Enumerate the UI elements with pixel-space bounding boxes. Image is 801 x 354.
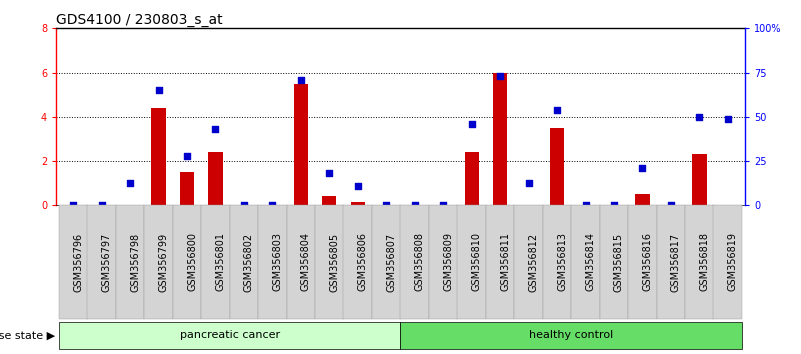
Text: GSM356810: GSM356810 bbox=[472, 233, 481, 291]
Text: GSM356798: GSM356798 bbox=[130, 232, 140, 292]
Text: disease state ▶: disease state ▶ bbox=[0, 330, 55, 341]
Text: GSM356804: GSM356804 bbox=[301, 233, 311, 291]
Text: GSM356799: GSM356799 bbox=[159, 232, 168, 292]
Text: GSM356813: GSM356813 bbox=[557, 233, 567, 291]
Bar bbox=[635, 194, 650, 205]
Point bbox=[693, 114, 706, 120]
Point bbox=[722, 116, 735, 121]
Point bbox=[180, 153, 193, 159]
Text: GSM356800: GSM356800 bbox=[187, 233, 197, 291]
Text: GSM356817: GSM356817 bbox=[671, 232, 681, 292]
Text: GSM356802: GSM356802 bbox=[244, 232, 254, 292]
Point bbox=[66, 202, 79, 208]
Bar bbox=[322, 196, 336, 205]
Point bbox=[550, 107, 563, 113]
Text: GSM356803: GSM356803 bbox=[272, 233, 283, 291]
Bar bbox=[151, 108, 166, 205]
Text: GSM356818: GSM356818 bbox=[699, 233, 710, 291]
Text: pancreatic cancer: pancreatic cancer bbox=[179, 330, 280, 341]
Text: GSM356812: GSM356812 bbox=[529, 232, 538, 292]
Point bbox=[266, 202, 279, 208]
Point bbox=[123, 180, 136, 186]
Text: GSM356814: GSM356814 bbox=[586, 233, 595, 291]
Point bbox=[209, 126, 222, 132]
Bar bbox=[550, 128, 564, 205]
Bar bbox=[493, 73, 507, 205]
Point bbox=[608, 202, 621, 208]
Point bbox=[152, 87, 165, 93]
Text: GSM356815: GSM356815 bbox=[614, 232, 624, 292]
Point bbox=[493, 73, 506, 79]
Bar bbox=[351, 202, 365, 205]
Bar bbox=[294, 84, 308, 205]
Bar bbox=[692, 154, 706, 205]
Text: GSM356796: GSM356796 bbox=[73, 232, 83, 292]
Point bbox=[437, 202, 449, 208]
Text: healthy control: healthy control bbox=[529, 330, 614, 341]
Text: GSM356806: GSM356806 bbox=[358, 233, 368, 291]
Bar bbox=[465, 152, 479, 205]
Point bbox=[95, 202, 108, 208]
Text: GSM356801: GSM356801 bbox=[215, 233, 225, 291]
Point bbox=[636, 165, 649, 171]
Text: GDS4100 / 230803_s_at: GDS4100 / 230803_s_at bbox=[56, 13, 223, 27]
Point bbox=[352, 183, 364, 189]
Text: GSM356807: GSM356807 bbox=[386, 232, 396, 292]
Point bbox=[295, 77, 308, 82]
Text: GSM356819: GSM356819 bbox=[728, 233, 738, 291]
Text: GSM356816: GSM356816 bbox=[642, 233, 653, 291]
Text: GSM356808: GSM356808 bbox=[415, 233, 425, 291]
Point bbox=[579, 202, 592, 208]
Point bbox=[323, 171, 336, 176]
Point bbox=[522, 180, 535, 186]
Point bbox=[380, 202, 392, 208]
Point bbox=[238, 202, 251, 208]
Point bbox=[665, 202, 678, 208]
Point bbox=[465, 121, 478, 127]
Point bbox=[409, 202, 421, 208]
Bar bbox=[180, 172, 194, 205]
Bar bbox=[208, 152, 223, 205]
Text: GSM356811: GSM356811 bbox=[500, 233, 510, 291]
Text: GSM356805: GSM356805 bbox=[329, 232, 340, 292]
Text: GSM356797: GSM356797 bbox=[102, 232, 111, 292]
Text: GSM356809: GSM356809 bbox=[443, 233, 453, 291]
